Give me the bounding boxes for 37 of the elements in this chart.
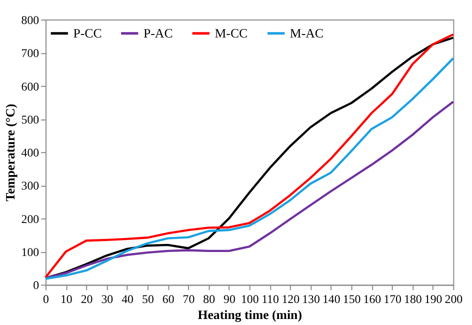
- y-tick-label: 700: [21, 46, 40, 60]
- x-tick-label: 10: [60, 292, 72, 306]
- x-tick-label: 150: [342, 292, 361, 306]
- x-tick-label: 170: [384, 292, 402, 306]
- legend-label: P-CC: [73, 26, 102, 40]
- x-tick-label: 200: [444, 292, 463, 306]
- x-tick-label: 100: [240, 292, 259, 306]
- y-tick-label: 0: [33, 278, 40, 292]
- y-tick-label: 400: [21, 146, 40, 160]
- x-tick-label: 140: [322, 292, 340, 306]
- x-tick-label: 90: [224, 292, 236, 306]
- x-tick-label: 120: [282, 292, 300, 306]
- legend-label: M-CC: [214, 26, 248, 40]
- x-tick-label: 180: [404, 292, 422, 306]
- x-tick-label: 0: [43, 292, 50, 306]
- x-tick-label: 50: [142, 292, 154, 306]
- x-tick-label: 160: [363, 292, 382, 306]
- line-series: [44, 100, 454, 280]
- y-tick-label: 600: [21, 79, 40, 94]
- x-tick-label: 20: [80, 292, 93, 306]
- x-tick-label: 60: [162, 292, 174, 306]
- y-tick-label: 800: [21, 12, 40, 27]
- y-tick-label: 300: [21, 178, 40, 193]
- y-tick-label: 100: [21, 245, 40, 260]
- x-tick-label: 110: [262, 292, 279, 306]
- x-axis-title: Heating time (min): [198, 308, 302, 322]
- x-tick-label: 80: [203, 292, 216, 306]
- x-tick-label: 30: [101, 292, 114, 306]
- y-tick-label: 500: [21, 112, 40, 126]
- y-axis-title: Temperature (°C): [3, 104, 18, 202]
- x-tick-label: 70: [182, 292, 195, 306]
- x-tick-label: 190: [424, 292, 442, 306]
- legend-label: P-AC: [143, 26, 173, 40]
- y-tick-label: 200: [21, 212, 40, 226]
- x-tick-label: 40: [122, 292, 134, 306]
- x-tick-label: 130: [302, 292, 320, 306]
- legend-label: M-AC: [290, 26, 324, 40]
